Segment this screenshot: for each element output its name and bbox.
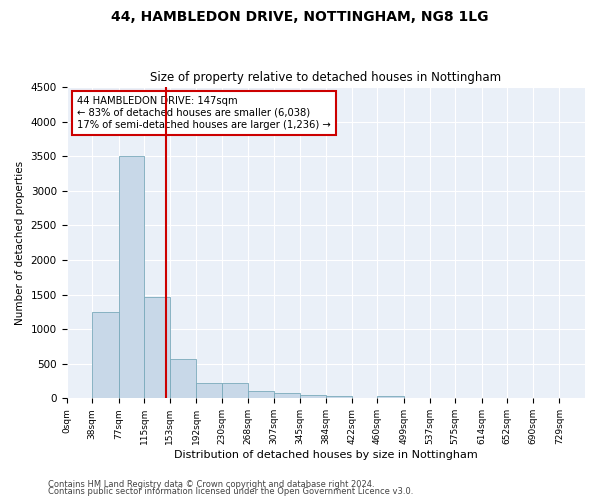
Bar bbox=[170, 359, 196, 399]
Text: 44, HAMBLEDON DRIVE, NOTTINGHAM, NG8 1LG: 44, HAMBLEDON DRIVE, NOTTINGHAM, NG8 1LG bbox=[111, 10, 489, 24]
Title: Size of property relative to detached houses in Nottingham: Size of property relative to detached ho… bbox=[150, 72, 502, 85]
Bar bbox=[92, 312, 119, 398]
Bar bbox=[326, 396, 352, 398]
Text: 44 HAMBLEDON DRIVE: 147sqm
← 83% of detached houses are smaller (6,038)
17% of s: 44 HAMBLEDON DRIVE: 147sqm ← 83% of deta… bbox=[77, 96, 331, 130]
Bar bbox=[300, 394, 326, 398]
Bar bbox=[144, 296, 170, 398]
Y-axis label: Number of detached properties: Number of detached properties bbox=[15, 160, 25, 325]
X-axis label: Distribution of detached houses by size in Nottingham: Distribution of detached houses by size … bbox=[174, 450, 478, 460]
Bar bbox=[377, 396, 404, 398]
Text: Contains public sector information licensed under the Open Government Licence v3: Contains public sector information licen… bbox=[48, 487, 413, 496]
Bar bbox=[196, 383, 222, 398]
Bar bbox=[274, 393, 300, 398]
Text: Contains HM Land Registry data © Crown copyright and database right 2024.: Contains HM Land Registry data © Crown c… bbox=[48, 480, 374, 489]
Bar bbox=[248, 390, 274, 398]
Bar bbox=[222, 383, 248, 398]
Bar bbox=[119, 156, 144, 398]
